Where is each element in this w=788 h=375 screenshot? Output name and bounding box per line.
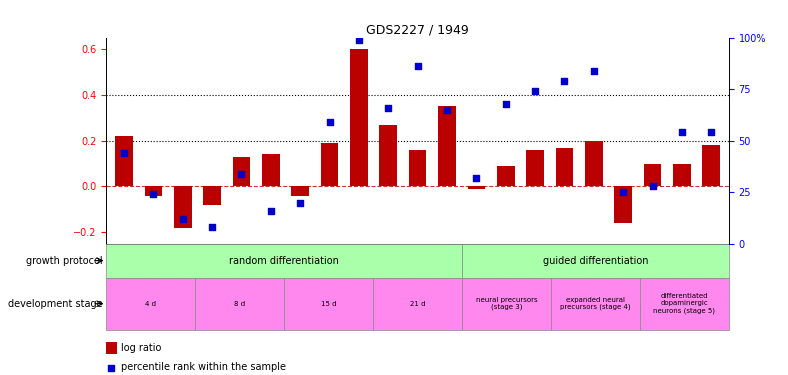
Point	[558, 78, 571, 84]
Bar	[467, 186, 485, 189]
Bar	[702, 145, 720, 186]
Bar	[462, 278, 551, 330]
Text: guided differentiation: guided differentiation	[543, 256, 649, 266]
Text: 8 d: 8 d	[234, 301, 245, 307]
Point	[147, 191, 160, 197]
Text: differentiated
dopaminergic
neurons (stage 5): differentiated dopaminergic neurons (sta…	[653, 294, 716, 314]
Text: neural precursors
(stage 3): neural precursors (stage 3)	[476, 297, 537, 310]
Bar	[106, 244, 462, 278]
Bar	[174, 186, 191, 228]
Point	[294, 200, 307, 206]
Text: 15 d: 15 d	[321, 301, 336, 307]
Point	[470, 175, 483, 181]
Bar	[673, 164, 691, 186]
Point	[206, 224, 218, 230]
Bar	[585, 141, 603, 186]
Bar	[115, 136, 133, 186]
Point	[352, 37, 365, 43]
Point	[500, 100, 512, 106]
Text: growth protocol: growth protocol	[26, 256, 102, 266]
Bar	[556, 147, 574, 186]
Bar	[409, 150, 426, 186]
Point	[675, 129, 688, 135]
Text: expanded neural
precursors (stage 4): expanded neural precursors (stage 4)	[560, 297, 631, 310]
Bar	[292, 186, 309, 196]
Bar	[438, 106, 455, 186]
Point	[117, 150, 130, 156]
Text: random differentiation: random differentiation	[229, 256, 339, 266]
Text: 4 d: 4 d	[145, 301, 156, 307]
Bar	[380, 124, 397, 186]
Bar	[284, 278, 374, 330]
Bar	[106, 278, 195, 330]
Point	[265, 208, 277, 214]
Bar	[203, 186, 221, 205]
Point	[411, 63, 424, 69]
Text: 21 d: 21 d	[410, 301, 426, 307]
Point	[235, 171, 247, 177]
Point	[177, 216, 189, 222]
Point	[529, 88, 541, 94]
Point	[646, 183, 659, 189]
Bar	[615, 186, 632, 223]
Bar	[497, 166, 515, 186]
Bar	[526, 150, 544, 186]
Bar	[195, 278, 284, 330]
Bar	[551, 278, 640, 330]
Bar	[350, 49, 368, 186]
Point	[323, 119, 336, 125]
Bar	[374, 278, 462, 330]
Point	[705, 129, 718, 135]
Point	[382, 105, 395, 111]
Bar	[640, 278, 729, 330]
Bar	[232, 157, 251, 186]
Text: development stage: development stage	[8, 299, 102, 309]
Point	[617, 189, 630, 195]
Bar	[462, 244, 729, 278]
Point	[440, 106, 453, 112]
Bar	[321, 143, 338, 186]
Bar	[106, 342, 117, 354]
Bar	[144, 186, 162, 196]
Bar	[644, 164, 661, 186]
Bar	[262, 154, 280, 186]
Title: GDS2227 / 1949: GDS2227 / 1949	[366, 23, 469, 36]
Text: percentile rank within the sample: percentile rank within the sample	[121, 363, 285, 372]
Point	[588, 68, 600, 74]
Text: log ratio: log ratio	[121, 343, 161, 353]
